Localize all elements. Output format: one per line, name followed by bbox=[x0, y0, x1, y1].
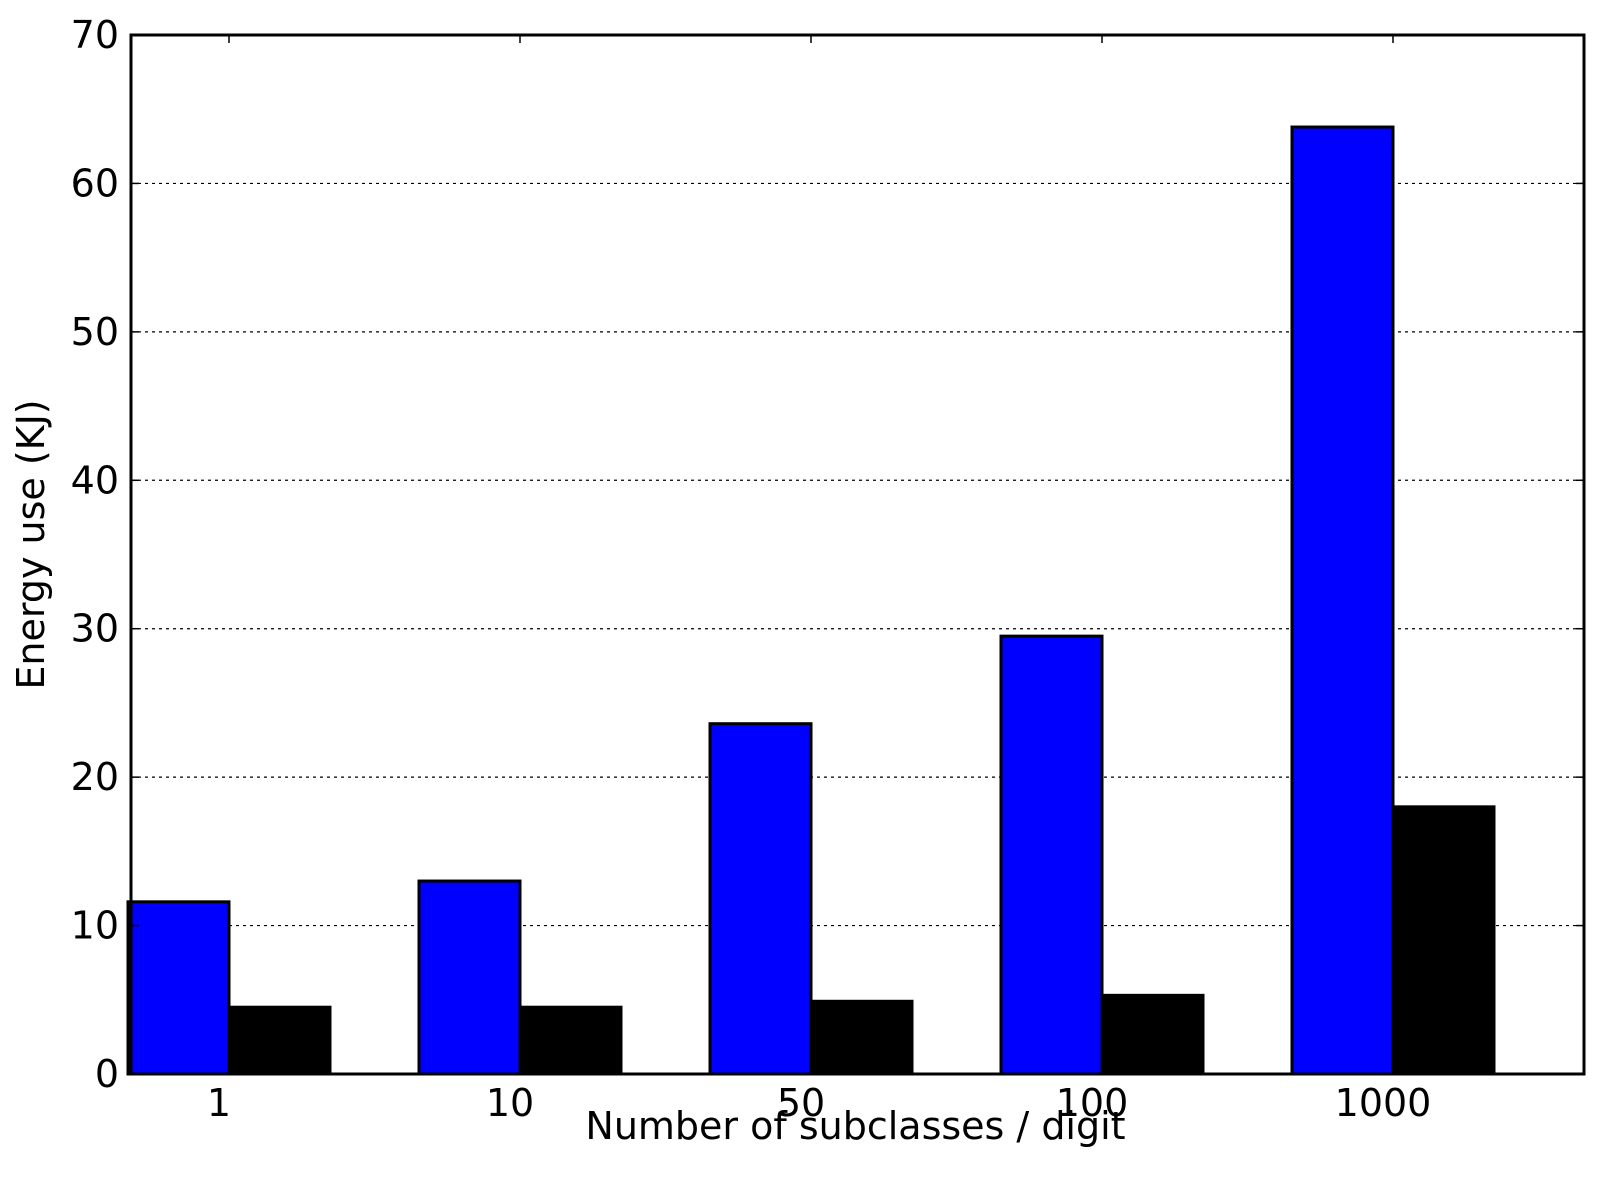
bar-100-series-2 bbox=[1100, 993, 1205, 1076]
bar-50-series-1 bbox=[708, 722, 813, 1076]
bars bbox=[126, 125, 1496, 1076]
x-tick-label-10: 10 bbox=[486, 1081, 534, 1125]
x-tick-label-1: 1 bbox=[207, 1081, 231, 1125]
x-tick-labels: 1 10 50 100 1000 bbox=[207, 1081, 1431, 1125]
bar-10-series-1 bbox=[417, 879, 522, 1076]
plot-frame bbox=[129, 33, 1586, 1076]
bar-1-series-1 bbox=[126, 900, 231, 1076]
bar-100-series-1 bbox=[999, 634, 1104, 1076]
y-tick-label: 70 bbox=[71, 13, 119, 57]
y-tick-labels: 0 10 20 30 40 50 60 70 bbox=[71, 13, 119, 1096]
y-tick-label: 20 bbox=[71, 755, 119, 799]
y-tick-label: 60 bbox=[71, 161, 119, 205]
x-tick-label-100: 100 bbox=[1056, 1081, 1129, 1125]
y-axis-label: Energy use (KJ) bbox=[9, 399, 53, 689]
y-tick-label: 30 bbox=[71, 607, 119, 651]
x-tick-label-50: 50 bbox=[777, 1081, 825, 1125]
bar-50-series-2 bbox=[809, 999, 914, 1076]
x-tick-label-1000: 1000 bbox=[1335, 1081, 1432, 1125]
bar-1-series-2 bbox=[227, 1005, 332, 1076]
bar-10-series-2 bbox=[518, 1005, 623, 1076]
bar-1000-series-1 bbox=[1290, 125, 1395, 1076]
y-tick-label: 10 bbox=[71, 904, 119, 948]
bar-1000-series-2 bbox=[1391, 805, 1496, 1076]
y-tick-label: 40 bbox=[71, 458, 119, 502]
axis-ticks bbox=[131, 34, 1584, 1075]
y-tick-label: 0 bbox=[95, 1052, 119, 1096]
x-axis-label: Number of subclasses / digit bbox=[585, 1104, 1125, 1148]
y-tick-label: 50 bbox=[71, 310, 119, 354]
